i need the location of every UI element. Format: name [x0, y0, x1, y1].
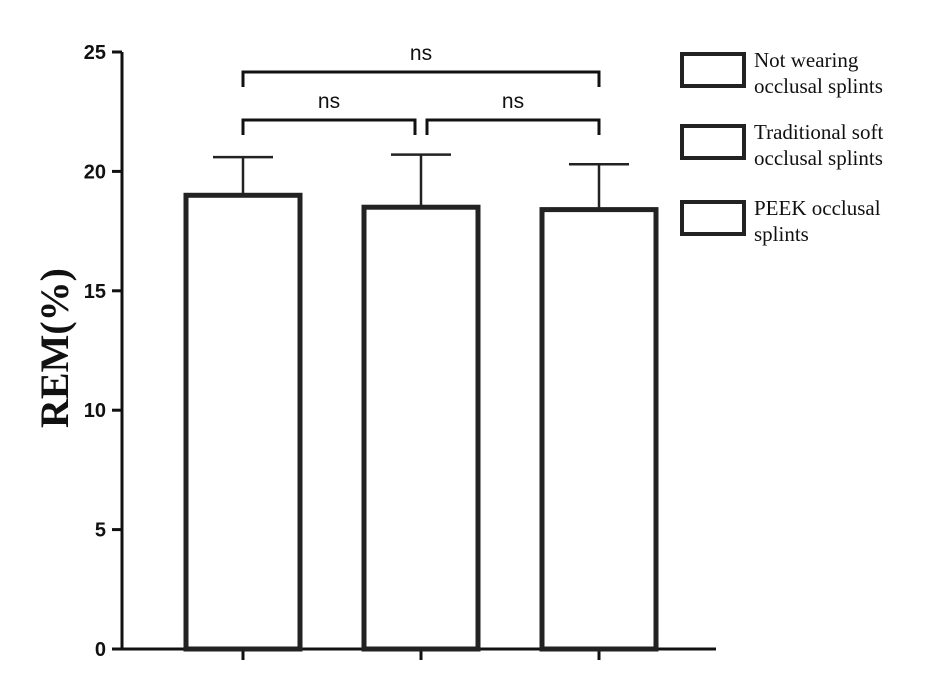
legend-label: occlusal splints — [754, 74, 883, 98]
significance-bracket — [243, 120, 415, 135]
legend-label: occlusal splints — [754, 146, 883, 170]
legend-label: PEEK occlusal — [754, 196, 881, 220]
legend-swatch — [682, 202, 744, 234]
significance-bracket — [243, 72, 599, 87]
significance-brackets: ns ns ns — [243, 42, 599, 135]
legend-label: splints — [754, 222, 809, 246]
y-axis-label: REM(%) — [32, 268, 77, 428]
significance-label: ns — [318, 90, 340, 113]
y-tick-label: 15 — [84, 281, 106, 303]
bar — [542, 210, 656, 649]
y-tick-label: 10 — [84, 400, 106, 422]
significance-label: ns — [410, 42, 432, 65]
y-tick-label: 0 — [95, 639, 106, 661]
y-tick-label: 20 — [84, 161, 106, 183]
legend-label: Traditional soft — [754, 120, 883, 144]
bar — [364, 207, 478, 649]
significance-label: ns — [502, 90, 524, 113]
legend-swatch — [682, 126, 744, 158]
bars — [186, 155, 656, 649]
significance-bracket — [427, 120, 599, 135]
legend: Not wearingocclusal splintsTraditional s… — [682, 48, 883, 246]
legend-label: Not wearing — [754, 48, 859, 72]
y-tick-label: 25 — [84, 42, 106, 64]
bar — [186, 195, 300, 649]
y-tick-label: 5 — [95, 520, 106, 542]
legend-swatch — [682, 54, 744, 86]
